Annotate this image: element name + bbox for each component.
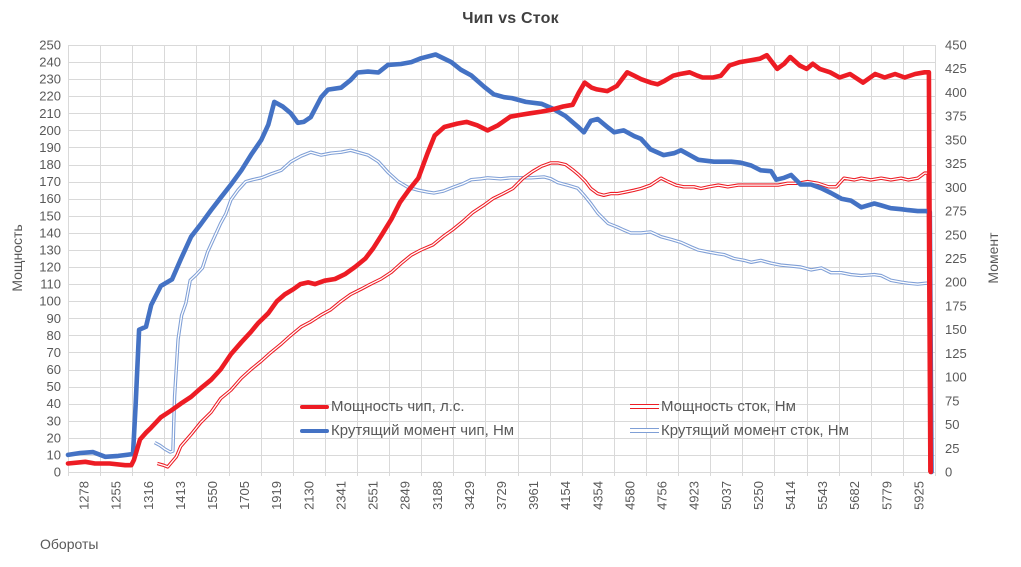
x-axis-title: Обороты (40, 536, 99, 552)
svg-text:160: 160 (39, 191, 61, 206)
svg-text:140: 140 (39, 225, 61, 240)
svg-text:275: 275 (945, 204, 967, 219)
legend-label: Мощность чип, л.с. (331, 398, 465, 415)
svg-text:5543: 5543 (815, 481, 830, 510)
chart-legend: Мощность чип, л.с. Мощность сток, Нм Крутя… (300, 398, 849, 439)
svg-text:225: 225 (945, 251, 967, 266)
svg-text:175: 175 (945, 298, 967, 313)
svg-text:2849: 2849 (398, 481, 413, 510)
svg-text:200: 200 (39, 123, 61, 138)
svg-text:210: 210 (39, 106, 61, 121)
svg-text:130: 130 (39, 242, 61, 257)
svg-text:3429: 3429 (462, 481, 477, 510)
svg-text:5779: 5779 (879, 481, 894, 510)
svg-text:50: 50 (47, 379, 61, 394)
svg-text:10: 10 (47, 447, 61, 462)
svg-text:240: 240 (39, 55, 61, 70)
svg-text:5682: 5682 (847, 481, 862, 510)
svg-text:4923: 4923 (687, 481, 702, 510)
svg-text:30: 30 (47, 413, 61, 428)
svg-text:0: 0 (945, 465, 952, 480)
legend-line-swatch (630, 404, 659, 409)
svg-text:180: 180 (39, 157, 61, 172)
legend-line-swatch (300, 404, 329, 409)
svg-text:60: 60 (47, 362, 61, 377)
svg-text:4154: 4154 (558, 481, 573, 510)
svg-text:0: 0 (54, 465, 61, 480)
series-line-inner (154, 149, 932, 473)
svg-text:230: 230 (39, 72, 61, 87)
legend-item: Мощность чип, л.с. (300, 398, 630, 415)
svg-text:3188: 3188 (430, 481, 445, 510)
series-line (65, 52, 933, 475)
svg-text:5925: 5925 (911, 481, 926, 510)
svg-text:400: 400 (945, 85, 967, 100)
svg-text:170: 170 (39, 174, 61, 189)
svg-text:100: 100 (945, 370, 967, 385)
legend-item: Мощность сток, Нм (630, 398, 849, 415)
svg-text:220: 220 (39, 89, 61, 104)
svg-text:1255: 1255 (109, 481, 124, 510)
svg-text:2341: 2341 (333, 481, 348, 510)
series-line-inner (157, 162, 931, 473)
svg-text:5414: 5414 (783, 481, 798, 510)
svg-text:375: 375 (945, 109, 967, 124)
svg-text:125: 125 (945, 346, 967, 361)
svg-text:300: 300 (945, 180, 967, 195)
svg-text:70: 70 (47, 345, 61, 360)
svg-text:1413: 1413 (173, 481, 188, 510)
legend-label: Крутящий момент чип, Нм (331, 422, 515, 439)
svg-text:1550: 1550 (205, 481, 220, 510)
svg-text:5037: 5037 (719, 481, 734, 510)
svg-text:25: 25 (945, 441, 959, 456)
svg-text:2130: 2130 (301, 481, 316, 510)
svg-text:200: 200 (945, 275, 967, 290)
svg-text:110: 110 (40, 277, 61, 292)
gridlines (68, 45, 936, 476)
svg-text:80: 80 (47, 328, 61, 343)
svg-text:50: 50 (945, 417, 959, 432)
svg-text:5250: 5250 (751, 481, 766, 510)
svg-text:425: 425 (945, 61, 967, 76)
svg-text:190: 190 (39, 140, 61, 155)
legend-item: Крутящий момент сток, Нм (630, 422, 849, 439)
series-line (65, 52, 934, 475)
svg-text:40: 40 (47, 396, 61, 411)
svg-text:3729: 3729 (494, 481, 509, 510)
svg-text:4756: 4756 (655, 481, 670, 510)
chart-title: Чип vs Сток (462, 10, 559, 27)
svg-text:4354: 4354 (590, 481, 605, 510)
legend-item: Крутящий момент чип, Нм (300, 422, 630, 439)
svg-text:1316: 1316 (141, 481, 156, 510)
legend-label: Крутящий момент сток, Нм (661, 422, 849, 439)
svg-text:2551: 2551 (366, 481, 381, 510)
svg-text:1919: 1919 (269, 481, 284, 510)
y-axis-left-title: Мощность (9, 224, 25, 292)
svg-text:450: 450 (945, 38, 967, 53)
y-axis-right-title: Момент (985, 232, 1001, 284)
svg-text:100: 100 (39, 294, 61, 309)
svg-text:90: 90 (47, 311, 61, 326)
svg-text:250: 250 (39, 38, 61, 53)
svg-text:325: 325 (945, 156, 967, 171)
svg-text:1705: 1705 (237, 481, 252, 510)
svg-text:350: 350 (945, 132, 967, 147)
series-lines (65, 52, 934, 475)
svg-text:150: 150 (945, 322, 967, 337)
legend-line-swatch (300, 428, 329, 433)
legend-label: Мощность сток, Нм (661, 398, 796, 415)
axis-tick-labels: 0 10 20 30 40 50 60 70 80 90 100 110 120 130 140 150 160… (39, 38, 966, 510)
svg-text:250: 250 (945, 227, 967, 242)
svg-text:120: 120 (39, 260, 61, 275)
svg-text:1278: 1278 (77, 481, 92, 510)
svg-text:3961: 3961 (526, 481, 541, 510)
svg-text:75: 75 (945, 393, 959, 408)
legend-line-swatch (630, 428, 659, 433)
svg-text:20: 20 (47, 430, 61, 445)
svg-text:150: 150 (39, 208, 61, 223)
svg-text:4580: 4580 (622, 481, 637, 510)
